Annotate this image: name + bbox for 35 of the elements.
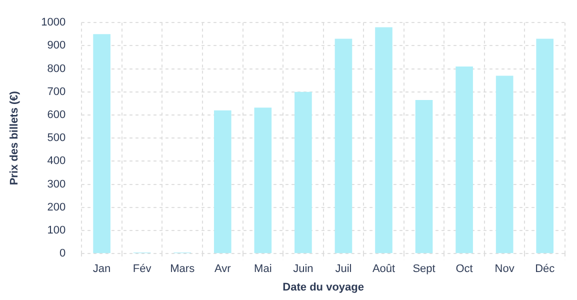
x-tick-label: Mars [170, 263, 196, 276]
bar [334, 38, 352, 254]
y-tick-label: 0 [60, 248, 66, 260]
x-tick-label: Juil [335, 263, 352, 276]
bar [536, 38, 554, 254]
x-tick-label: Sept [412, 263, 436, 276]
x-tick-label: Avr [214, 263, 232, 276]
y-tick-label: 1000 [41, 16, 66, 29]
x-tick-label: Juin [293, 263, 314, 276]
x-tick-label: Jan [92, 263, 111, 276]
x-tick-label: Oct [456, 263, 473, 276]
y-tick-label: 900 [47, 40, 66, 52]
y-tick-label: 500 [47, 132, 66, 144]
y-tick-label: 600 [47, 109, 66, 122]
x-axis-title: Date du voyage [282, 281, 364, 294]
bar [375, 27, 392, 254]
bar [93, 34, 110, 254]
y-tick-label: 200 [47, 201, 66, 214]
bar [254, 108, 272, 254]
y-tick-label: 100 [47, 224, 66, 237]
bar [415, 100, 433, 254]
x-tick-label: Nov [494, 263, 515, 276]
bar [456, 66, 473, 254]
y-tick-label: 800 [47, 62, 66, 75]
y-axis-title: Prix des billets (€) [8, 90, 21, 186]
bar [214, 110, 232, 254]
x-tick-label: Août [372, 263, 396, 276]
bar [496, 76, 514, 254]
y-tick-label: 300 [47, 178, 66, 190]
y-tick-label: 400 [47, 155, 66, 168]
bar [294, 92, 312, 254]
x-tick-label: Mai [254, 263, 272, 276]
y-tick-label: 700 [47, 86, 66, 98]
x-tick-label: Fév [132, 263, 152, 276]
x-tick-label: Déc [535, 263, 556, 276]
